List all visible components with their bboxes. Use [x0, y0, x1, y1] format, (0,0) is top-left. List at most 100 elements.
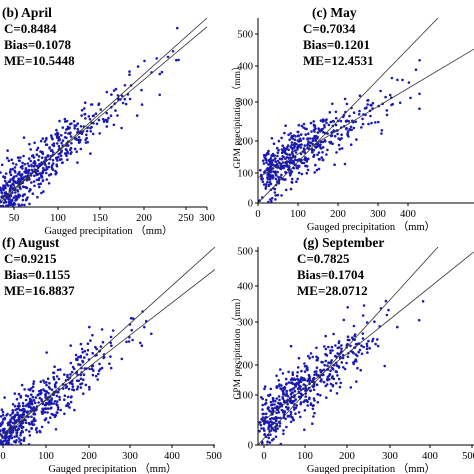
data-point	[321, 140, 325, 144]
data-point	[6, 412, 9, 416]
data-point	[371, 339, 374, 343]
data-point	[329, 361, 333, 364]
data-point	[334, 110, 338, 114]
data-point	[368, 346, 372, 350]
data-point	[367, 122, 370, 126]
data-point	[49, 407, 52, 410]
data-point	[38, 429, 41, 433]
data-point	[79, 386, 83, 389]
data-point	[14, 163, 18, 166]
data-point	[121, 101, 125, 105]
data-point	[57, 155, 60, 159]
data-point	[54, 133, 57, 136]
data-point	[71, 382, 74, 386]
data-point	[321, 158, 325, 162]
data-point	[3, 179, 7, 183]
data-point	[17, 437, 21, 440]
data-point	[32, 399, 36, 402]
data-point	[262, 153, 266, 157]
data-point	[29, 148, 32, 151]
stat-line: C=0.7825	[297, 251, 350, 266]
data-point	[11, 198, 14, 202]
data-point	[312, 120, 316, 123]
data-point	[67, 127, 70, 130]
data-point	[263, 433, 266, 437]
data-point	[68, 406, 71, 409]
data-point	[346, 355, 350, 359]
data-point	[281, 372, 285, 375]
data-point	[34, 396, 38, 399]
data-point	[294, 151, 298, 154]
data-point	[84, 117, 87, 120]
data-point	[18, 170, 21, 174]
data-point	[30, 420, 34, 424]
data-point	[114, 87, 118, 91]
data-point	[388, 93, 392, 97]
data-point	[14, 171, 17, 174]
data-point	[82, 373, 86, 377]
data-point	[0, 422, 4, 426]
data-point	[109, 341, 112, 345]
data-point	[0, 186, 1, 189]
data-point	[274, 174, 278, 177]
data-point	[292, 377, 296, 381]
data-point	[69, 400, 73, 404]
data-point	[345, 102, 349, 106]
data-point	[305, 399, 309, 403]
data-point	[63, 136, 67, 139]
data-point	[401, 78, 404, 82]
data-point	[83, 112, 87, 116]
data-point	[331, 368, 335, 371]
data-point	[290, 141, 294, 144]
data-point	[45, 402, 49, 406]
data-point	[270, 137, 274, 140]
data-point	[295, 382, 298, 385]
data-point	[30, 393, 33, 397]
data-point	[312, 388, 316, 392]
data-point	[264, 157, 267, 160]
data-point	[299, 133, 303, 136]
data-point	[291, 373, 295, 377]
data-point	[13, 203, 17, 206]
data-point	[349, 143, 353, 146]
data-point	[91, 364, 95, 368]
data-point	[11, 403, 15, 406]
data-point	[69, 146, 73, 150]
data-point	[51, 143, 54, 147]
x-tick-label: 0	[261, 451, 266, 462]
data-point	[299, 415, 302, 419]
data-point	[110, 93, 113, 96]
data-point	[43, 168, 47, 172]
data-point	[337, 341, 341, 345]
data-point	[143, 325, 146, 329]
data-point	[50, 412, 53, 416]
data-point	[280, 148, 284, 151]
data-point	[360, 344, 363, 348]
data-point	[269, 157, 273, 160]
data-point	[263, 402, 267, 406]
data-point	[67, 387, 71, 391]
data-point	[30, 168, 34, 172]
data-point	[107, 116, 110, 120]
data-point	[321, 118, 325, 121]
data-point	[2, 184, 5, 188]
data-point	[13, 186, 16, 189]
data-point	[83, 349, 87, 353]
data-point	[340, 133, 343, 136]
data-point	[308, 137, 312, 140]
data-point	[40, 391, 43, 395]
data-point	[346, 306, 350, 309]
data-point	[275, 411, 279, 415]
data-point	[321, 151, 324, 154]
data-point	[306, 142, 310, 145]
data-point	[329, 369, 332, 373]
data-point	[303, 144, 307, 147]
x-tick-label: 300	[199, 213, 215, 224]
data-point	[108, 362, 111, 366]
data-point	[294, 406, 298, 410]
data-point	[282, 399, 286, 403]
data-point	[88, 367, 91, 371]
data-point	[297, 381, 301, 385]
data-point	[303, 362, 306, 365]
data-point	[64, 148, 68, 151]
